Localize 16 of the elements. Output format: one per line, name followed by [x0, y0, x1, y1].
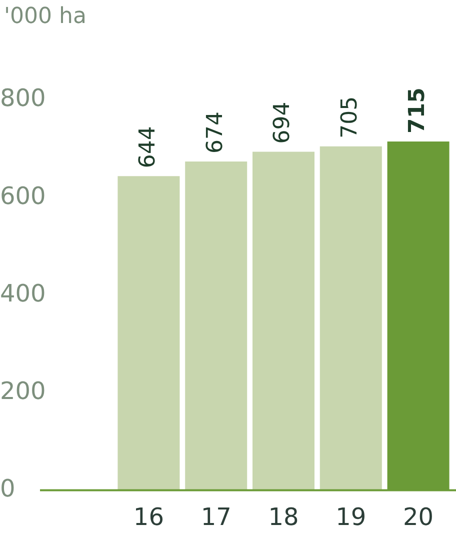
data-label: 694 [270, 102, 296, 144]
data-label: 674 [202, 111, 228, 154]
x-tick-label: 20 [403, 502, 434, 531]
y-tick-label: 200 [0, 376, 46, 405]
x-tick-label: 16 [133, 502, 164, 531]
y-tick-label: 400 [0, 279, 46, 308]
x-tick-label: 17 [200, 502, 232, 531]
y-tick-label: 800 [0, 84, 46, 112]
data-label: 705 [338, 96, 363, 138]
x-tick-label: 18 [268, 502, 299, 531]
data-label: 715 [405, 88, 430, 134]
data-label: 644 [135, 126, 160, 168]
y-axis-title: '000 ha [4, 4, 86, 29]
y-tick-label: 600 [0, 182, 46, 210]
y-tick-label: 0 [0, 474, 16, 502]
x-tick-label: 19 [336, 502, 366, 531]
